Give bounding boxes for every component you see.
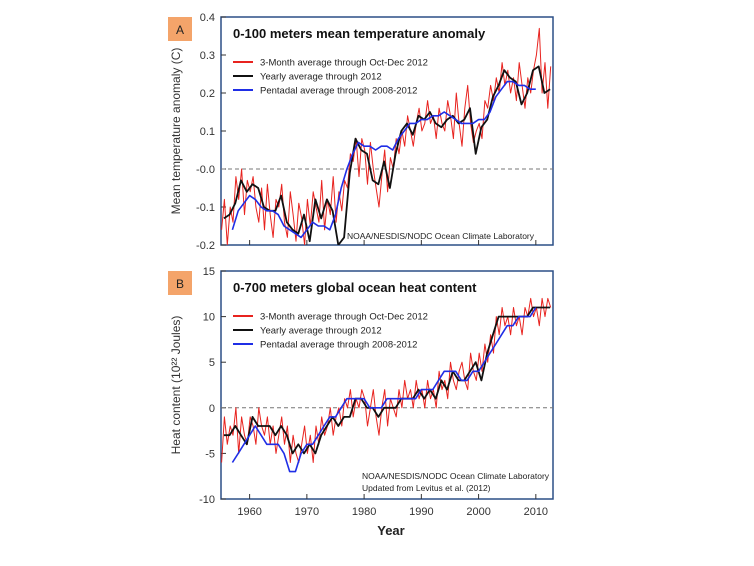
panel-a-ytick-label: 0.4: [200, 12, 215, 24]
panel-b-series-black: [223, 306, 551, 455]
panel-b-legend-label: Pentadal average through 2008-2012: [260, 340, 417, 351]
panel-a-ytick-label: 0.1: [200, 126, 215, 138]
panel-b-credit-line1: NOAA/NESDIS/NODC Ocean Climate Laborator…: [362, 471, 550, 481]
panel-b-ytick-label: 0: [209, 403, 215, 415]
panel-a-ytick-label: -0.1: [196, 202, 215, 214]
panel-b-series-blue: [231, 307, 537, 473]
panel-b-plot: [221, 297, 553, 473]
panel-a-series-black: [223, 65, 551, 245]
badge-a: [168, 17, 192, 41]
panel-b-xtick-label: 1960: [237, 506, 261, 518]
panel-b-xtick-label: 1970: [295, 506, 319, 518]
panel-b-xtick-label: 1990: [409, 506, 433, 518]
badge-b-label: B: [176, 277, 184, 291]
panel-b-ytick-label: -5: [205, 448, 215, 460]
panel-a-axes: -0.2 -0.1 -0.0 0.1 0.2 0.3 0.4: [196, 12, 537, 252]
panel-a-credit: NOAA/NESDIS/NODC Ocean Climate Laborator…: [347, 231, 535, 241]
panel-a-ytick-label: 0.2: [200, 88, 215, 100]
panel-b-ylabel: Heat content (10²² Joules): [169, 316, 183, 455]
panel-b-legend: 3-Month average through Oct-Dec 2012 Year…: [233, 312, 428, 351]
panel-a-ytick-label: -0.2: [196, 240, 215, 252]
panel-b-xlabel: Year: [377, 523, 404, 538]
panel-a-ytick-label: -0.0: [196, 164, 215, 176]
panel-b-frame: [220, 270, 554, 500]
panel-b-title: 0-700 meters global ocean heat content: [233, 280, 477, 295]
panel-b-ytick-label: 15: [203, 266, 215, 278]
panel-b-xtick-label: 2010: [524, 506, 548, 518]
badge-a-label: A: [176, 23, 184, 37]
panel-a-ytick-label: 0.3: [200, 50, 215, 62]
panel-b-legend-label: Yearly average through 2012: [260, 326, 382, 337]
panel-b-xtick-label: 2000: [466, 506, 490, 518]
panel-a-legend-label: Pentadal average through 2008-2012: [260, 86, 417, 97]
panel-a-title: 0-100 meters mean temperature anomaly: [233, 26, 486, 41]
panel-b-legend-label: 3-Month average through Oct-Dec 2012: [260, 312, 428, 323]
badge-b: [168, 271, 192, 295]
panel-a-legend: 3-Month average through Oct-Dec 2012 Year…: [233, 58, 428, 97]
panel-b-axes: -10 -5 0 5 10 15 1960 1970 1980 1990 2000 2010: [199, 266, 548, 518]
panel-b-ytick-label: -10: [199, 494, 215, 506]
panel-b-ytick-label: 5: [209, 357, 215, 369]
panel-b-credit-line2: Updated from Levitus et al. (2012): [362, 483, 491, 493]
panel-a-series-blue: [231, 80, 536, 239]
panel-a-plot: [221, 27, 553, 245]
panel-a: A -0.2 -0.1 -0.0 0.1 0.2 0.3 0.4 0-100 meters …: [168, 12, 554, 252]
panel-b-ytick-label: 10: [203, 312, 215, 324]
panel-a-ylabel: Mean temperature anomaly (C): [169, 48, 183, 215]
panel-a-legend-label: 3-Month average through Oct-Dec 2012: [260, 58, 428, 69]
panel-b-xtick-label: 1980: [352, 506, 376, 518]
panel-a-legend-label: Yearly average through 2012: [260, 72, 382, 83]
panel-b: B -10 -5 0 5 10 15 1960 1970 1980 1990 2000 2010 0-…: [168, 266, 554, 538]
